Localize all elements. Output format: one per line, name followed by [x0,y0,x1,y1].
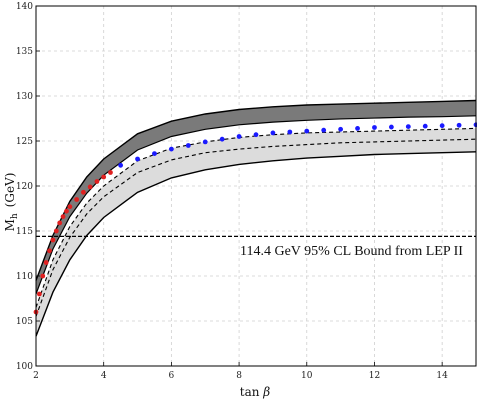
x-tick-label: 8 [236,371,242,381]
lower-dashed-curve [35,138,477,317]
y-tick-label: 140 [16,2,33,12]
blue-data-point [338,126,344,132]
blue-data-point [270,130,276,136]
y-tick-label: 130 [16,92,33,102]
red-data-point [36,291,42,297]
red-data-point [80,189,86,195]
x-tick-label: 6 [169,371,175,381]
blue-data-point [372,125,377,130]
x-tick-label: 2 [33,371,39,381]
red-data-point [74,197,80,202]
red-data-point [94,179,100,184]
blue-data-point [118,162,124,168]
upper-outer-curve [35,99,477,281]
red-data-point [87,184,93,190]
blue-data-point [168,146,174,152]
y-tick-label: 110 [16,272,33,282]
reference-line-label: 114.4 GeV 95% CL Bound from LEP II [240,244,463,259]
curve-layer [35,99,477,337]
red-data-point [64,208,69,214]
x-tick-label: 4 [101,371,107,381]
red-data-point [101,174,107,180]
blue-data-point [219,136,225,142]
blue-data-point [202,139,208,145]
blue-data-point [388,124,394,130]
blue-data-point [253,132,259,138]
lower-outer-curve [35,151,477,337]
upper-middle-curve [35,115,477,295]
y-tick-label: 105 [16,317,33,327]
red-data-point [57,220,63,226]
x-tick-label: 14 [436,371,448,381]
band-layer [36,100,476,337]
red-data-point [40,273,46,279]
blue-data-point [287,129,293,135]
blue-data-point [135,156,140,162]
blue-data-point [422,123,428,129]
blue-data-point [405,124,411,129]
y-tick-label: 115 [16,227,33,237]
y-tick-label: 120 [16,182,33,192]
y-ticks: 100 105 110 115 120 125 130 135 140 [16,2,40,372]
x-axis-title: tan β [240,385,271,399]
x-tick-label: 10 [301,371,313,381]
x-tick-label: 12 [369,371,380,381]
blue-data-point [304,128,310,134]
red-data-point [60,214,66,220]
x-ticks: 2 4 6 8 10 12 14 [33,362,448,381]
blue-data-point [152,151,157,157]
red-data-point [50,237,56,243]
gridlines [35,5,476,367]
y-axis-title: Mh(GeV) [3,173,20,232]
blue-data-point [236,134,242,139]
y-tick-label: 100 [16,362,33,372]
blue-data-point [185,143,191,148]
blue-data-point [321,127,327,133]
blue-data-point [456,122,462,128]
red-data-point [43,260,49,265]
red-data-point [108,170,113,175]
y-tick-label: 135 [16,47,33,57]
red-data-point [67,204,73,210]
blue-data-point [439,123,445,129]
red-data-point [53,228,59,234]
points-layer [33,122,477,315]
blue-data-point [355,125,360,131]
y-tick-label: 125 [16,137,33,147]
light-band [36,128,476,337]
red-data-point [47,248,52,254]
